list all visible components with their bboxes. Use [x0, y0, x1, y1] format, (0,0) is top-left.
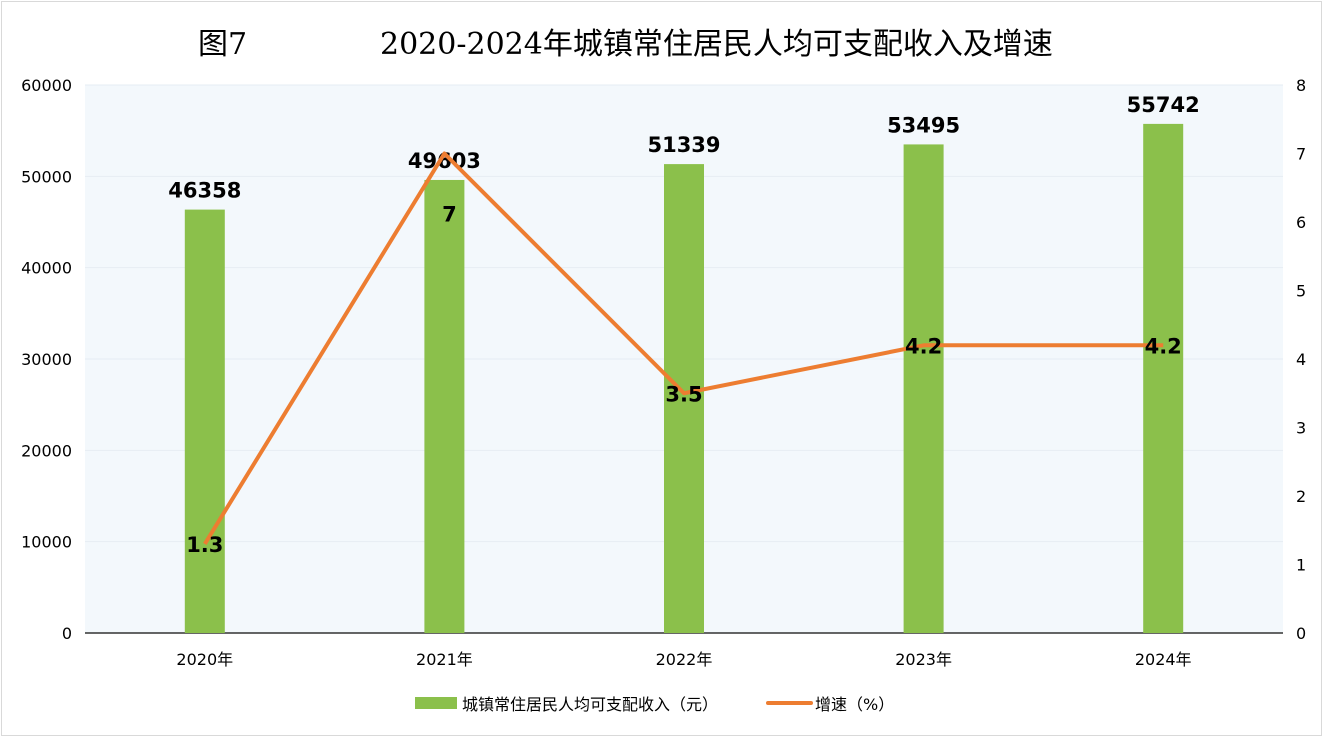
line-data-label: 1.3	[186, 533, 223, 557]
legend-bar-swatch	[415, 697, 457, 709]
x-tick-label: 2021年	[416, 650, 473, 669]
bar-data-label: 51339	[647, 133, 720, 157]
bar-data-label: 53495	[887, 113, 960, 137]
legend-line-label: 增速（%）	[815, 695, 894, 714]
y-left-tick-label: 0	[62, 624, 72, 643]
y-left-tick-label: 60000	[21, 76, 72, 95]
y-right-tick-label: 8	[1296, 76, 1306, 95]
bar	[903, 144, 944, 633]
y-left-tick-label: 40000	[21, 259, 72, 278]
figure-label: 图7	[198, 27, 247, 62]
y-right-tick-label: 1	[1296, 556, 1306, 575]
legend-bar-label: 城镇常住居民人均可支配收入（元）	[462, 695, 718, 714]
bar	[1143, 123, 1184, 633]
y-right-tick-label: 0	[1296, 624, 1306, 643]
line-data-label: 3.5	[665, 382, 702, 406]
x-tick-label: 2023年	[895, 650, 952, 669]
y-right-tick-label: 7	[1296, 145, 1306, 164]
x-tick-label: 2024年	[1135, 650, 1192, 669]
y-left-tick-label: 30000	[21, 350, 72, 369]
bar-data-label: 55742	[1127, 93, 1200, 117]
y-left-tick-label: 20000	[21, 441, 72, 460]
y-right-tick-label: 4	[1296, 350, 1306, 369]
y-right-tick-label: 6	[1296, 213, 1306, 232]
y-right-tick-label: 3	[1296, 419, 1306, 438]
y-right-tick-label: 5	[1296, 282, 1306, 301]
line-data-label: 7	[442, 203, 457, 227]
bar	[664, 164, 704, 633]
bar-data-label: 46358	[168, 179, 241, 203]
chart-title: 2020-2024年城镇常住居民人均可支配收入及增速	[380, 27, 1053, 62]
line-data-label: 4.2	[905, 334, 942, 358]
x-tick-label: 2020年	[176, 650, 233, 669]
y-left-tick-label: 10000	[21, 533, 72, 552]
y-right-tick-label: 2	[1296, 487, 1306, 506]
y-left-tick-label: 50000	[21, 167, 72, 186]
line-data-label: 4.2	[1145, 334, 1182, 358]
bar	[424, 179, 465, 633]
bar	[184, 209, 225, 634]
x-tick-label: 2022年	[656, 650, 713, 669]
